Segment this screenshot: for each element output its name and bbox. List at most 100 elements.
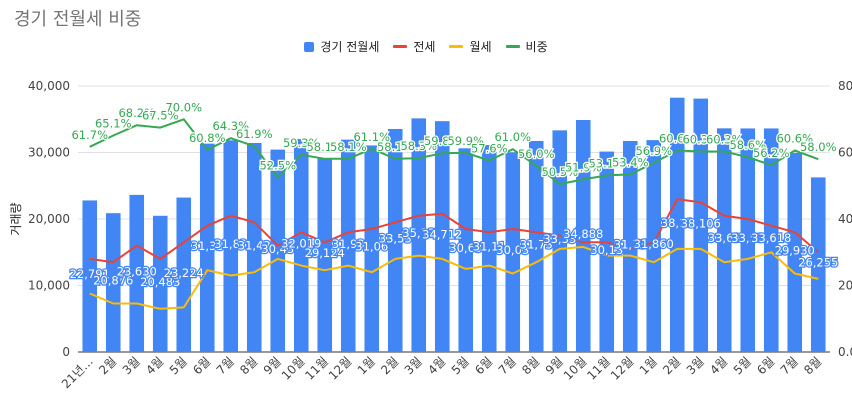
- y-tick-label: 40,000: [28, 79, 70, 93]
- ratio-value-label: 60.6%: [776, 132, 813, 146]
- legend-swatch-jeonse: [393, 45, 408, 48]
- ratio-value-label: 58.6%: [729, 138, 766, 152]
- ratio-value-label: 61.7%: [71, 128, 108, 142]
- bar: [199, 143, 215, 352]
- bar: [622, 140, 638, 352]
- bar: [505, 152, 521, 352]
- ratio-value-label: 61.0%: [494, 130, 531, 144]
- bar-value-label: 31,43: [238, 238, 271, 252]
- ratio-value-label: 53.1%: [588, 156, 625, 170]
- y-tick-label: 20,000: [28, 212, 70, 226]
- x-tick-label: 6월: [472, 354, 495, 377]
- ratio-value-label: 56.2%: [753, 146, 790, 160]
- ratio-value-label: 56.0%: [518, 147, 555, 161]
- x-tick-label: 2월: [96, 354, 119, 377]
- ratio-value-label: 61.9%: [236, 127, 273, 141]
- bar: [481, 145, 497, 352]
- bar: [411, 118, 427, 353]
- bar: [669, 97, 685, 352]
- x-tick-label: 1월: [355, 354, 378, 377]
- ratio-value-label: 58.0%: [800, 140, 837, 154]
- legend-swatch-bar: [304, 41, 315, 52]
- bar-value-label: 31,93: [332, 237, 365, 251]
- bar-value-label: 31,73: [614, 237, 647, 251]
- x-tick-label: 7월: [778, 354, 801, 377]
- x-tick-label: 3월: [402, 354, 425, 377]
- ratio-value-label: 64.3%: [212, 119, 249, 133]
- legend-label-wolse: 월세: [469, 40, 492, 54]
- bar: [293, 139, 309, 352]
- x-tick-label: 5월: [449, 354, 472, 377]
- bar-value-label: 23,630: [117, 264, 157, 278]
- bar-value-label: 33,53: [731, 231, 764, 245]
- bar: [693, 98, 709, 353]
- bar-value-label: 34,888: [563, 227, 603, 241]
- x-tick-label: 7월: [496, 354, 519, 377]
- x-tick-label: 8월: [801, 354, 824, 377]
- bar-value-label: 31,73: [520, 237, 553, 251]
- ratio-value-label: 58.1%: [377, 140, 414, 154]
- bar: [152, 215, 168, 352]
- bar-value-label: 33,63: [708, 231, 741, 245]
- ratio-value-label: 68.2%: [118, 106, 155, 120]
- ratio-value-label: 65.1%: [95, 117, 132, 131]
- bar: [787, 152, 803, 352]
- series-line-전세: [89, 198, 819, 264]
- y2-tick-label: 80: [838, 79, 852, 93]
- x-tick-label: 2월: [378, 354, 401, 377]
- bar-value-label: 20,483: [140, 275, 180, 289]
- chart-title: 경기 전월세 비중: [14, 9, 142, 30]
- x-tick-label: 2월: [660, 354, 683, 377]
- ratio-value-label: 70.0%: [165, 100, 202, 114]
- bar: [763, 128, 779, 352]
- bar-value-label: 20,876: [93, 274, 133, 288]
- legend-label-bar: 경기 전월세: [320, 40, 380, 54]
- bar-value-label: 31,83: [214, 237, 247, 251]
- x-tick-label: 4월: [143, 354, 166, 377]
- ratio-value-label: 53.4%: [612, 155, 649, 169]
- bar: [599, 151, 615, 352]
- legend-item-jeonse: 전세: [393, 38, 435, 55]
- y-tick-label: 10,000: [28, 279, 70, 293]
- legend-label-jeonse: 전세: [413, 40, 436, 54]
- x-tick-label: 11월: [302, 354, 331, 383]
- x-tick-label: 5월: [731, 354, 754, 377]
- legend-item-wolse: 월세: [449, 38, 492, 55]
- bar-value-label: 31,860: [634, 237, 674, 251]
- x-tick-label: 5월: [167, 354, 190, 377]
- ratio-value-label: 58.1%: [306, 140, 343, 154]
- x-tick-label: 8월: [237, 354, 260, 377]
- bar-value-label: 29,930: [775, 243, 815, 257]
- ratio-value-label: 59.9%: [447, 134, 484, 148]
- x-tick-label: 6월: [190, 354, 213, 377]
- bar: [223, 140, 239, 352]
- bar-value-label: 32,019: [281, 237, 321, 251]
- bar-value-label: 33,53: [379, 232, 412, 246]
- y-axis-title: 거래량: [9, 202, 23, 235]
- bar: [176, 197, 192, 352]
- x-tick-label: 1월: [637, 354, 660, 377]
- x-tick-label: 4월: [707, 354, 730, 377]
- bar: [105, 213, 121, 352]
- bar-value-label: 34,712: [422, 228, 462, 242]
- bar: [528, 140, 544, 352]
- bar: [646, 140, 662, 352]
- bar-value-label: 22,791: [70, 267, 110, 281]
- ratio-value-label: 58.1%: [330, 140, 367, 154]
- x-tick-label: 3월: [684, 354, 707, 377]
- bar: [364, 145, 380, 352]
- x-tick-label: 8월: [519, 354, 542, 377]
- ratio-value-label: 60.8%: [189, 131, 226, 145]
- bar-value-label: 38,106: [681, 216, 721, 230]
- x-tick-label: 10월: [279, 354, 308, 383]
- x-tick-label: 12월: [326, 354, 355, 383]
- bar: [317, 158, 333, 352]
- bar-value-label: 33,33: [543, 232, 576, 246]
- x-tick-label: 11월: [584, 354, 613, 383]
- series-line-월세: [89, 245, 819, 310]
- bar: [810, 177, 826, 352]
- bar-value-label: 31,33: [191, 239, 224, 253]
- ratio-value-label: 60.3%: [682, 133, 719, 147]
- bar: [458, 148, 474, 352]
